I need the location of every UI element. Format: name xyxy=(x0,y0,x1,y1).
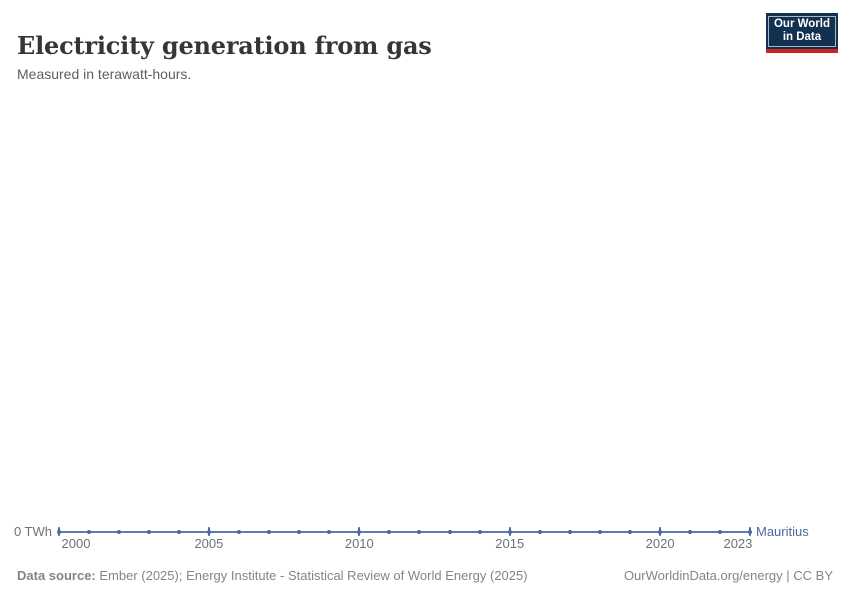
data-source-note[interactable]: Data source: Ember (2025); Energy Instit… xyxy=(17,568,528,583)
data-point-marker xyxy=(297,529,302,534)
data-point-marker xyxy=(567,529,572,534)
chart-subtitle: Measured in terawatt-hours. xyxy=(17,66,192,82)
owid-logo[interactable]: Our World in Data xyxy=(766,13,838,53)
x-axis-tick xyxy=(207,527,210,536)
x-axis-year-label: 2015 xyxy=(495,536,525,551)
data-point-marker xyxy=(537,529,542,534)
data-point-marker xyxy=(417,529,422,534)
series-line xyxy=(58,530,751,533)
owid-credit-link[interactable]: OurWorldinData.org/energy | CC BY xyxy=(623,568,833,583)
x-axis-year-label: 2023 xyxy=(723,536,753,551)
data-point-marker xyxy=(176,529,181,534)
x-axis-tick xyxy=(659,527,662,536)
x-axis-tick xyxy=(508,527,511,536)
chart-footer: Data source: Ember (2025); Energy Instit… xyxy=(17,568,833,583)
data-point-marker xyxy=(688,529,693,534)
data-point-marker xyxy=(86,529,91,534)
data-point-marker xyxy=(267,529,272,534)
data-point-marker xyxy=(236,529,241,534)
data-point-marker xyxy=(447,529,452,534)
x-axis-year-label: 2000 xyxy=(61,536,91,551)
data-point-marker xyxy=(718,529,723,534)
x-axis-year-label: 2010 xyxy=(344,536,374,551)
y-axis-zero-label: 0 TWh xyxy=(13,524,52,539)
x-axis-year-label: 2005 xyxy=(194,536,224,551)
owid-logo-line2: in Data xyxy=(782,30,822,43)
x-axis-tick xyxy=(358,527,361,536)
series-entity-label[interactable]: Mauritius xyxy=(756,524,809,539)
data-point-marker xyxy=(387,529,392,534)
chart-title: Electricity generation from gas xyxy=(17,31,432,61)
data-point-marker xyxy=(597,529,602,534)
owid-logo-text: Our World in Data xyxy=(767,15,836,47)
data-source-text: Ember (2025); Energy Institute - Statist… xyxy=(95,568,528,583)
data-point-marker xyxy=(628,529,633,534)
data-point-marker xyxy=(146,529,151,534)
data-source-label: Data source: xyxy=(17,568,96,583)
x-axis-tick xyxy=(57,527,60,536)
data-point-marker xyxy=(116,529,121,534)
owid-logo-line1: Our World xyxy=(773,17,830,30)
data-point-marker xyxy=(327,529,332,534)
x-axis-year-label: 2020 xyxy=(645,536,675,551)
data-point-marker xyxy=(477,529,482,534)
x-axis-tick xyxy=(749,527,752,536)
